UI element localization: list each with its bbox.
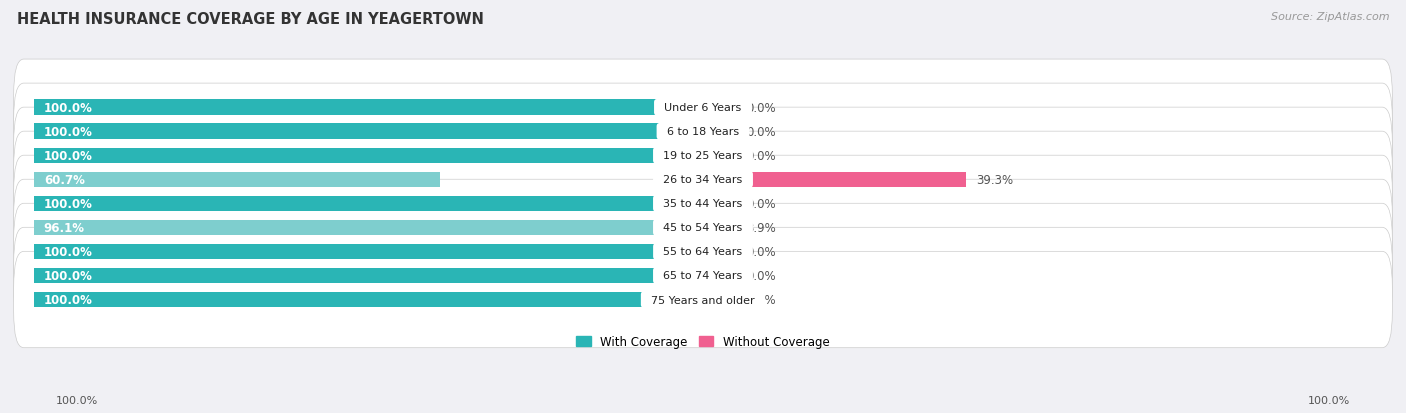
Text: 100.0%: 100.0%: [44, 245, 93, 258]
Bar: [703, 244, 737, 260]
FancyBboxPatch shape: [14, 252, 1392, 348]
Bar: [703, 100, 737, 116]
Bar: [703, 124, 737, 140]
Bar: [34, 292, 703, 308]
Bar: [34, 196, 703, 212]
Text: 100.0%: 100.0%: [56, 395, 98, 405]
Text: 3.9%: 3.9%: [747, 221, 776, 234]
Text: Under 6 Years: Under 6 Years: [658, 103, 748, 113]
Text: 55 to 64 Years: 55 to 64 Years: [657, 247, 749, 257]
Text: 0.0%: 0.0%: [747, 102, 776, 114]
Text: 60.7%: 60.7%: [44, 173, 84, 186]
Text: 100.0%: 100.0%: [44, 293, 93, 306]
Text: 100.0%: 100.0%: [44, 150, 93, 162]
Bar: [34, 220, 676, 236]
Text: 35 to 44 Years: 35 to 44 Years: [657, 199, 749, 209]
Bar: [34, 172, 440, 188]
FancyBboxPatch shape: [14, 180, 1392, 276]
Bar: [703, 148, 737, 164]
Bar: [703, 268, 737, 284]
Legend: With Coverage, Without Coverage: With Coverage, Without Coverage: [572, 330, 834, 353]
Text: 45 to 54 Years: 45 to 54 Years: [657, 223, 749, 233]
Text: 0.0%: 0.0%: [747, 245, 776, 258]
Bar: [703, 172, 966, 188]
Text: 0.0%: 0.0%: [747, 126, 776, 138]
Text: 100.0%: 100.0%: [44, 102, 93, 114]
Text: 6 to 18 Years: 6 to 18 Years: [659, 127, 747, 137]
Text: HEALTH INSURANCE COVERAGE BY AGE IN YEAGERTOWN: HEALTH INSURANCE COVERAGE BY AGE IN YEAG…: [17, 12, 484, 27]
Text: 19 to 25 Years: 19 to 25 Years: [657, 151, 749, 161]
Text: 100.0%: 100.0%: [44, 269, 93, 282]
FancyBboxPatch shape: [14, 228, 1392, 324]
Text: 0.0%: 0.0%: [747, 197, 776, 210]
Text: 100.0%: 100.0%: [44, 126, 93, 138]
Text: 100.0%: 100.0%: [1308, 395, 1350, 405]
Text: 0.0%: 0.0%: [747, 293, 776, 306]
FancyBboxPatch shape: [14, 204, 1392, 300]
Bar: [703, 196, 737, 212]
Text: 65 to 74 Years: 65 to 74 Years: [657, 271, 749, 281]
Bar: [703, 220, 730, 236]
Bar: [34, 268, 703, 284]
Text: 26 to 34 Years: 26 to 34 Years: [657, 175, 749, 185]
Text: 96.1%: 96.1%: [44, 221, 84, 234]
FancyBboxPatch shape: [14, 84, 1392, 180]
FancyBboxPatch shape: [14, 132, 1392, 228]
Bar: [34, 148, 703, 164]
Text: 0.0%: 0.0%: [747, 150, 776, 162]
Bar: [34, 244, 703, 260]
Bar: [703, 292, 737, 308]
Bar: [34, 124, 703, 140]
Text: 75 Years and older: 75 Years and older: [644, 295, 762, 305]
Bar: [34, 100, 703, 116]
Text: 0.0%: 0.0%: [747, 269, 776, 282]
FancyBboxPatch shape: [14, 108, 1392, 204]
FancyBboxPatch shape: [14, 60, 1392, 156]
Text: 39.3%: 39.3%: [976, 173, 1014, 186]
Text: Source: ZipAtlas.com: Source: ZipAtlas.com: [1271, 12, 1389, 22]
FancyBboxPatch shape: [14, 156, 1392, 252]
Text: 100.0%: 100.0%: [44, 197, 93, 210]
